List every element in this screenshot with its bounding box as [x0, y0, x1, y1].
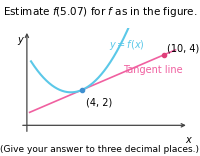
- Text: Tangent line: Tangent line: [123, 65, 183, 75]
- Text: $y = f(x)$: $y = f(x)$: [109, 38, 145, 52]
- Text: (4, 2): (4, 2): [86, 98, 112, 108]
- Text: (Give your answer to three decimal places.): (Give your answer to three decimal place…: [0, 145, 200, 154]
- Text: x: x: [185, 135, 191, 145]
- Text: Estimate $f(5.07)$ for $f$ as in the figure.: Estimate $f(5.07)$ for $f$ as in the fig…: [3, 5, 197, 19]
- Text: y: y: [17, 35, 23, 45]
- Text: (10, 4): (10, 4): [167, 44, 199, 54]
